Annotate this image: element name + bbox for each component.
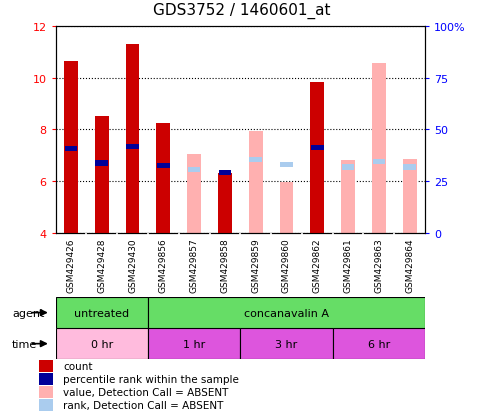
Text: GDS3752 / 1460601_at: GDS3752 / 1460601_at [153, 2, 330, 19]
Bar [280, 183, 293, 233]
Text: GSM429426: GSM429426 [67, 238, 75, 292]
Bar [65, 147, 77, 152]
Bar [39, 373, 53, 385]
Bar [39, 361, 53, 372]
Bar [241, 328, 333, 359]
Text: 1 hr: 1 hr [183, 339, 205, 349]
Text: GSM429864: GSM429864 [405, 238, 414, 292]
Text: GSM429430: GSM429430 [128, 238, 137, 292]
Bar [96, 161, 108, 166]
Text: GSM429857: GSM429857 [190, 238, 199, 293]
Text: GSM429856: GSM429856 [159, 238, 168, 293]
Bar [372, 64, 386, 233]
Bar [148, 328, 241, 359]
Text: concanavalin A: concanavalin A [244, 308, 329, 318]
Bar [188, 168, 200, 173]
Bar [148, 297, 425, 328]
Text: agent: agent [12, 308, 44, 318]
Bar [280, 162, 293, 168]
Bar [219, 170, 231, 175]
Text: GSM429863: GSM429863 [374, 238, 384, 293]
Bar [39, 386, 53, 398]
Bar [333, 328, 425, 359]
Bar [311, 145, 324, 151]
Text: count: count [63, 361, 92, 371]
Text: GSM429862: GSM429862 [313, 238, 322, 292]
Text: value, Detection Call = ABSENT: value, Detection Call = ABSENT [63, 387, 228, 397]
Text: 0 hr: 0 hr [91, 339, 113, 349]
Text: GSM429428: GSM429428 [97, 238, 106, 292]
Bar [249, 131, 263, 233]
Text: rank, Detection Call = ABSENT: rank, Detection Call = ABSENT [63, 400, 223, 410]
Text: GSM429859: GSM429859 [251, 238, 260, 293]
Bar [64, 62, 78, 233]
Text: untreated: untreated [74, 308, 129, 318]
Bar [341, 161, 355, 233]
Bar [126, 144, 139, 150]
Text: GSM429860: GSM429860 [282, 238, 291, 293]
Bar [311, 82, 324, 233]
Bar [39, 399, 53, 411]
Bar [342, 165, 355, 170]
Bar [372, 160, 385, 165]
Text: GSM429858: GSM429858 [220, 238, 229, 293]
Text: percentile rank within the sample: percentile rank within the sample [63, 374, 239, 384]
Bar [56, 297, 148, 328]
Bar [187, 154, 201, 233]
Text: GSM429861: GSM429861 [343, 238, 353, 293]
Text: 3 hr: 3 hr [275, 339, 298, 349]
Bar [403, 165, 416, 170]
Bar [403, 160, 416, 233]
Bar [218, 174, 232, 233]
Text: time: time [12, 339, 37, 349]
Bar [249, 157, 262, 162]
Bar [95, 117, 109, 233]
Bar [56, 328, 148, 359]
Bar [157, 164, 170, 169]
Bar [218, 174, 232, 233]
Bar [156, 123, 170, 233]
Bar [126, 45, 140, 233]
Text: 6 hr: 6 hr [368, 339, 390, 349]
